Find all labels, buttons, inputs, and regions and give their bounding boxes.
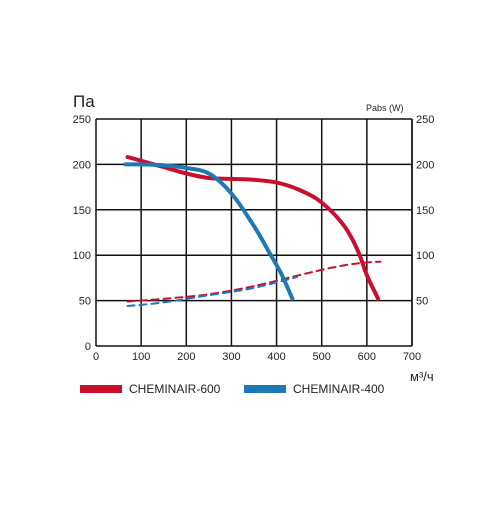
y-tick-label-left-150: 150 [73,205,91,217]
power-curve-cheminair-600 [126,260,382,303]
legend-swatch-cheminair-400 [244,385,286,393]
x-tick-label-400: 400 [267,351,285,363]
y-tick-label-right-100: 100 [416,250,434,262]
y-axis-right-label: Pabs (W) [366,103,404,113]
legend-label-cheminair-600: CHEMINAIR-600 [129,382,221,396]
x-tick-label-0: 0 [93,351,99,363]
legend: CHEMINAIR-600 CHEMINAIR-400 [80,382,385,396]
x-axis-label: м³/ч [410,369,434,384]
y-tick-label-right-250: 250 [416,114,434,126]
series-layer [123,155,382,307]
pressure-curve-cheminair-400 [123,162,295,301]
x-tick-label-700: 700 [403,351,421,363]
y-tick-label-right-50: 50 [416,296,428,308]
axes: 0 100 200 300 400 500 600 700 0 50 100 150 200 250 50 1… [73,114,435,363]
x-tick-label-100: 100 [132,351,150,363]
power-curve-cheminair-400 [126,276,298,307]
y-tick-label-left-250: 250 [73,114,91,126]
x-tick-label-600: 600 [358,351,376,363]
y-tick-label-left-100: 100 [73,250,91,262]
y-tick-label-left-0: 0 [85,341,91,353]
legend-swatch-cheminair-600 [80,385,122,393]
y-axis-left-label: Па [73,92,95,111]
grid [96,118,413,346]
pressure-curve-cheminair-600 [125,155,381,301]
y-tick-label-right-150: 150 [416,205,434,217]
y-tick-label-left-50: 50 [79,296,91,308]
legend-label-cheminair-400: CHEMINAIR-400 [293,382,385,396]
y-tick-label-left-200: 200 [73,159,91,171]
x-tick-label-500: 500 [313,351,331,363]
y-tick-label-right-200: 200 [416,159,434,171]
x-tick-label-200: 200 [177,351,195,363]
x-tick-label-300: 300 [222,351,240,363]
